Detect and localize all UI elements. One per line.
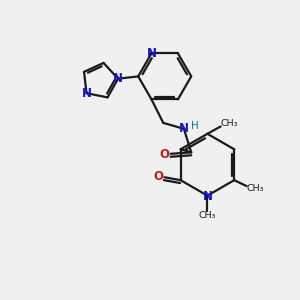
Text: CH₃: CH₃ [246, 184, 264, 193]
Text: H: H [191, 121, 199, 131]
Text: N: N [82, 87, 92, 100]
Text: N: N [146, 47, 157, 60]
Text: N: N [202, 190, 212, 203]
Text: CH₃: CH₃ [199, 212, 216, 220]
Text: CH₃: CH₃ [220, 119, 238, 128]
Text: O: O [160, 148, 170, 161]
Text: N: N [179, 122, 189, 135]
Text: O: O [154, 170, 164, 183]
Text: N: N [113, 72, 123, 85]
